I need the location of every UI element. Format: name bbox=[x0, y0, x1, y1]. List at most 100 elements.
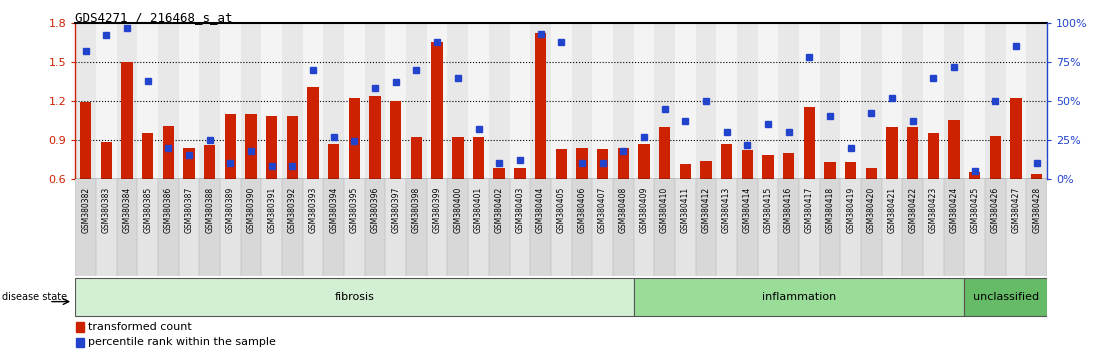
Text: GSM380409: GSM380409 bbox=[639, 187, 648, 233]
Bar bbox=[762, 155, 773, 179]
Text: GSM380411: GSM380411 bbox=[680, 187, 690, 233]
Bar bbox=[158, 23, 178, 179]
Bar bbox=[328, 144, 339, 179]
Bar bbox=[634, 179, 654, 276]
FancyBboxPatch shape bbox=[634, 278, 964, 316]
Bar bbox=[365, 23, 386, 179]
Text: GSM380392: GSM380392 bbox=[288, 187, 297, 233]
Bar bbox=[737, 179, 758, 276]
Text: GSM380418: GSM380418 bbox=[825, 187, 834, 233]
Bar bbox=[427, 179, 448, 276]
Bar bbox=[1026, 179, 1047, 276]
Text: unclassified: unclassified bbox=[973, 292, 1039, 302]
Text: GSM380422: GSM380422 bbox=[909, 187, 917, 233]
Bar bbox=[489, 179, 510, 276]
Bar bbox=[80, 102, 91, 179]
FancyBboxPatch shape bbox=[964, 278, 1047, 316]
Bar bbox=[411, 137, 422, 179]
Bar bbox=[572, 23, 592, 179]
Text: GSM380396: GSM380396 bbox=[371, 187, 380, 233]
Bar bbox=[183, 148, 195, 179]
Bar bbox=[948, 120, 960, 179]
Bar bbox=[535, 33, 546, 179]
Bar bbox=[448, 179, 469, 276]
Bar bbox=[390, 101, 401, 179]
Text: GSM380427: GSM380427 bbox=[1012, 187, 1020, 233]
Bar bbox=[721, 144, 732, 179]
Text: disease state: disease state bbox=[2, 292, 68, 302]
Bar bbox=[824, 162, 835, 179]
Bar bbox=[907, 127, 919, 179]
Text: GSM380425: GSM380425 bbox=[971, 187, 979, 233]
Text: GSM380405: GSM380405 bbox=[556, 187, 566, 233]
Bar bbox=[592, 23, 613, 179]
Bar bbox=[803, 107, 815, 179]
Bar bbox=[75, 179, 96, 276]
Bar bbox=[700, 161, 711, 179]
Text: GSM380397: GSM380397 bbox=[391, 187, 400, 233]
Text: GSM380385: GSM380385 bbox=[143, 187, 152, 233]
Text: GSM380400: GSM380400 bbox=[453, 187, 462, 233]
Bar bbox=[493, 169, 505, 179]
Bar bbox=[758, 179, 778, 276]
Bar bbox=[927, 133, 940, 179]
Bar bbox=[287, 116, 298, 179]
Text: GSM380423: GSM380423 bbox=[929, 187, 937, 233]
Text: GSM380393: GSM380393 bbox=[309, 187, 318, 233]
Bar bbox=[510, 179, 531, 276]
Bar bbox=[840, 23, 861, 179]
Text: GSM380416: GSM380416 bbox=[784, 187, 793, 233]
Bar bbox=[489, 23, 510, 179]
Bar bbox=[178, 23, 199, 179]
Text: GSM380394: GSM380394 bbox=[329, 187, 338, 233]
Text: GSM380382: GSM380382 bbox=[81, 187, 90, 233]
Bar bbox=[220, 179, 240, 276]
FancyBboxPatch shape bbox=[75, 278, 634, 316]
Text: GSM380410: GSM380410 bbox=[660, 187, 669, 233]
Bar bbox=[245, 114, 257, 179]
Bar bbox=[845, 162, 856, 179]
Text: GSM380420: GSM380420 bbox=[866, 187, 875, 233]
Text: transformed count: transformed count bbox=[88, 322, 192, 332]
Bar bbox=[882, 179, 902, 276]
Bar bbox=[597, 149, 608, 179]
Bar bbox=[985, 179, 1006, 276]
Bar bbox=[617, 148, 629, 179]
Bar bbox=[307, 87, 319, 179]
Bar bbox=[261, 23, 283, 179]
Text: GSM380388: GSM380388 bbox=[205, 187, 214, 233]
Text: GSM380404: GSM380404 bbox=[536, 187, 545, 233]
Bar bbox=[369, 96, 381, 179]
Text: GSM380391: GSM380391 bbox=[267, 187, 276, 233]
Bar bbox=[696, 23, 716, 179]
Bar bbox=[886, 127, 897, 179]
Bar bbox=[555, 149, 567, 179]
Bar bbox=[716, 23, 737, 179]
Bar bbox=[840, 179, 861, 276]
Bar bbox=[613, 179, 634, 276]
Bar bbox=[302, 23, 324, 179]
Bar bbox=[882, 23, 902, 179]
Bar bbox=[778, 179, 799, 276]
Bar bbox=[137, 23, 158, 179]
Text: GSM380407: GSM380407 bbox=[598, 187, 607, 233]
Text: percentile rank within the sample: percentile rank within the sample bbox=[88, 337, 276, 348]
Text: GSM380424: GSM380424 bbox=[950, 187, 958, 233]
Bar bbox=[638, 144, 649, 179]
Bar bbox=[865, 169, 878, 179]
Text: GSM380398: GSM380398 bbox=[412, 187, 421, 233]
Bar bbox=[199, 179, 220, 276]
Bar bbox=[137, 179, 158, 276]
Text: GSM380387: GSM380387 bbox=[185, 187, 194, 233]
Text: GSM380390: GSM380390 bbox=[247, 187, 256, 233]
Bar bbox=[199, 23, 220, 179]
Text: GSM380395: GSM380395 bbox=[350, 187, 359, 233]
Bar bbox=[944, 23, 964, 179]
Bar bbox=[75, 23, 96, 179]
Text: GSM380413: GSM380413 bbox=[722, 187, 731, 233]
Bar bbox=[923, 23, 944, 179]
Text: GSM380415: GSM380415 bbox=[763, 187, 772, 233]
Bar bbox=[654, 23, 675, 179]
Text: GSM380406: GSM380406 bbox=[577, 187, 586, 233]
Bar bbox=[572, 179, 592, 276]
